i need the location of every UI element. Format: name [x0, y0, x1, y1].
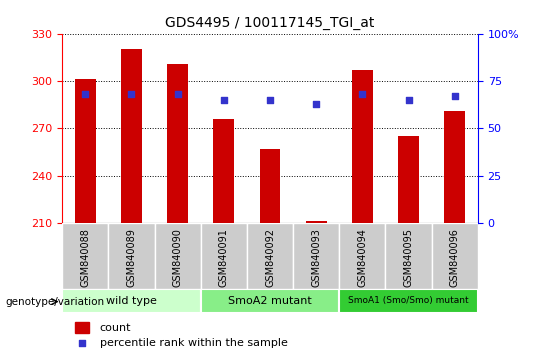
Point: [173, 91, 182, 97]
FancyBboxPatch shape: [339, 223, 386, 289]
Bar: [167, 64, 188, 223]
Point: [219, 97, 228, 103]
Text: SmoA1 (Smo/Smo) mutant: SmoA1 (Smo/Smo) mutant: [348, 296, 469, 306]
Bar: [121, 50, 142, 223]
Text: count: count: [99, 322, 131, 332]
FancyBboxPatch shape: [62, 289, 201, 313]
Point: [404, 97, 413, 103]
Text: genotype/variation: genotype/variation: [5, 297, 105, 307]
FancyBboxPatch shape: [154, 223, 201, 289]
Text: GSM840094: GSM840094: [357, 228, 367, 287]
Bar: [352, 70, 373, 223]
Text: GSM840091: GSM840091: [219, 228, 229, 287]
FancyBboxPatch shape: [109, 223, 154, 289]
Bar: [398, 136, 419, 223]
FancyBboxPatch shape: [201, 289, 339, 313]
Bar: [444, 111, 465, 223]
Text: wild type: wild type: [106, 296, 157, 306]
FancyBboxPatch shape: [293, 223, 339, 289]
Text: GSM840088: GSM840088: [80, 228, 90, 287]
Title: GDS4495 / 100117145_TGI_at: GDS4495 / 100117145_TGI_at: [165, 16, 375, 30]
Text: percentile rank within the sample: percentile rank within the sample: [99, 338, 287, 348]
Bar: [213, 119, 234, 223]
Point: [312, 101, 321, 107]
FancyBboxPatch shape: [431, 223, 478, 289]
FancyBboxPatch shape: [386, 223, 431, 289]
Point: [81, 91, 90, 97]
FancyBboxPatch shape: [201, 223, 247, 289]
Bar: [75, 322, 89, 333]
Bar: [306, 222, 327, 223]
Text: GSM840096: GSM840096: [450, 228, 460, 287]
Text: GSM840089: GSM840089: [126, 228, 137, 287]
FancyBboxPatch shape: [247, 223, 293, 289]
Point: [450, 93, 459, 99]
Text: GSM840095: GSM840095: [403, 228, 414, 287]
Point: [266, 97, 274, 103]
Text: GSM840092: GSM840092: [265, 228, 275, 287]
FancyBboxPatch shape: [62, 223, 109, 289]
Point: [78, 341, 86, 346]
Point: [358, 91, 367, 97]
Bar: [75, 79, 96, 223]
Bar: [260, 149, 280, 223]
Text: GSM840090: GSM840090: [173, 228, 183, 287]
Point: [127, 91, 136, 97]
Text: GSM840093: GSM840093: [311, 228, 321, 287]
Text: SmoA2 mutant: SmoA2 mutant: [228, 296, 312, 306]
FancyBboxPatch shape: [339, 289, 478, 313]
